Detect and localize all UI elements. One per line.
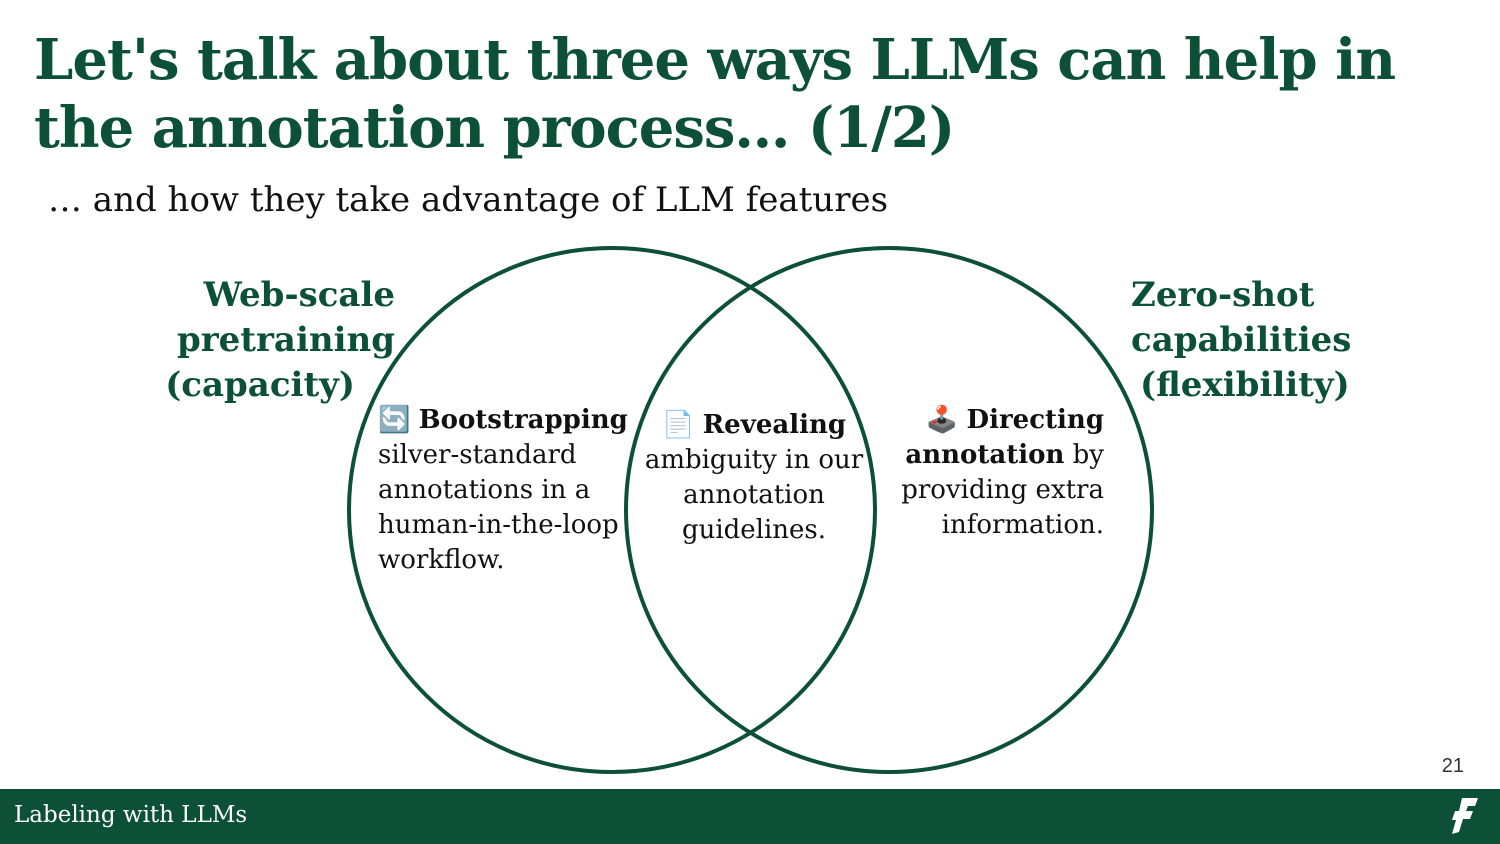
page-number: 21 <box>1441 755 1464 777</box>
region-center-text: ambiguity in our annotation guidelines. <box>644 445 864 545</box>
venn-label-left: Web-scale pretraining (capacity) <box>150 273 395 408</box>
region-center-heading: Revealing <box>702 410 847 440</box>
footer-bar: Labeling with LLMs <box>0 789 1500 844</box>
venn-region-right: 🕹️ Directing annotation by providing ext… <box>890 403 1104 543</box>
venn-label-right-line-1: Zero-shot <box>1131 275 1315 315</box>
venn-circle-left <box>347 246 877 774</box>
cycle-arrows-icon: 🔄 <box>378 405 411 435</box>
venn-label-right-line-3: (flexibility) <box>1140 365 1350 405</box>
venn-circle-right <box>624 246 1154 774</box>
venn-label-left-line-1: Web-scale <box>203 275 395 315</box>
document-icon: 📄 <box>661 410 695 440</box>
venn-label-left-line-2: pretraining <box>176 320 395 360</box>
venn-label-right: Zero-shot capabilities (flexibility) <box>1131 273 1391 408</box>
university-logo-icon <box>1452 798 1478 834</box>
venn-label-left-line-3: (capacity) <box>165 365 355 405</box>
venn-region-center: 📄 Revealing ambiguity in our annotation … <box>644 408 864 548</box>
region-right-heading: Directing annotation <box>905 405 1104 470</box>
region-left-heading: Bootstrapping <box>418 405 628 435</box>
venn-diagram <box>347 246 1154 774</box>
region-right-text: by providing extra information. <box>901 440 1104 540</box>
slide-subtitle: … and how they take advantage of LLM fea… <box>48 180 889 220</box>
joystick-icon: 🕹️ <box>925 405 959 435</box>
footer-label: Labeling with LLMs <box>14 802 248 828</box>
venn-region-left: 🔄 Bootstrapping silver-standard annotati… <box>378 403 628 578</box>
venn-label-right-line-2: capabilities <box>1131 320 1352 360</box>
region-left-text: silver-standard annotations in a human-i… <box>378 440 619 575</box>
slide-title: Let's talk about three ways LLMs can hel… <box>34 27 1396 161</box>
